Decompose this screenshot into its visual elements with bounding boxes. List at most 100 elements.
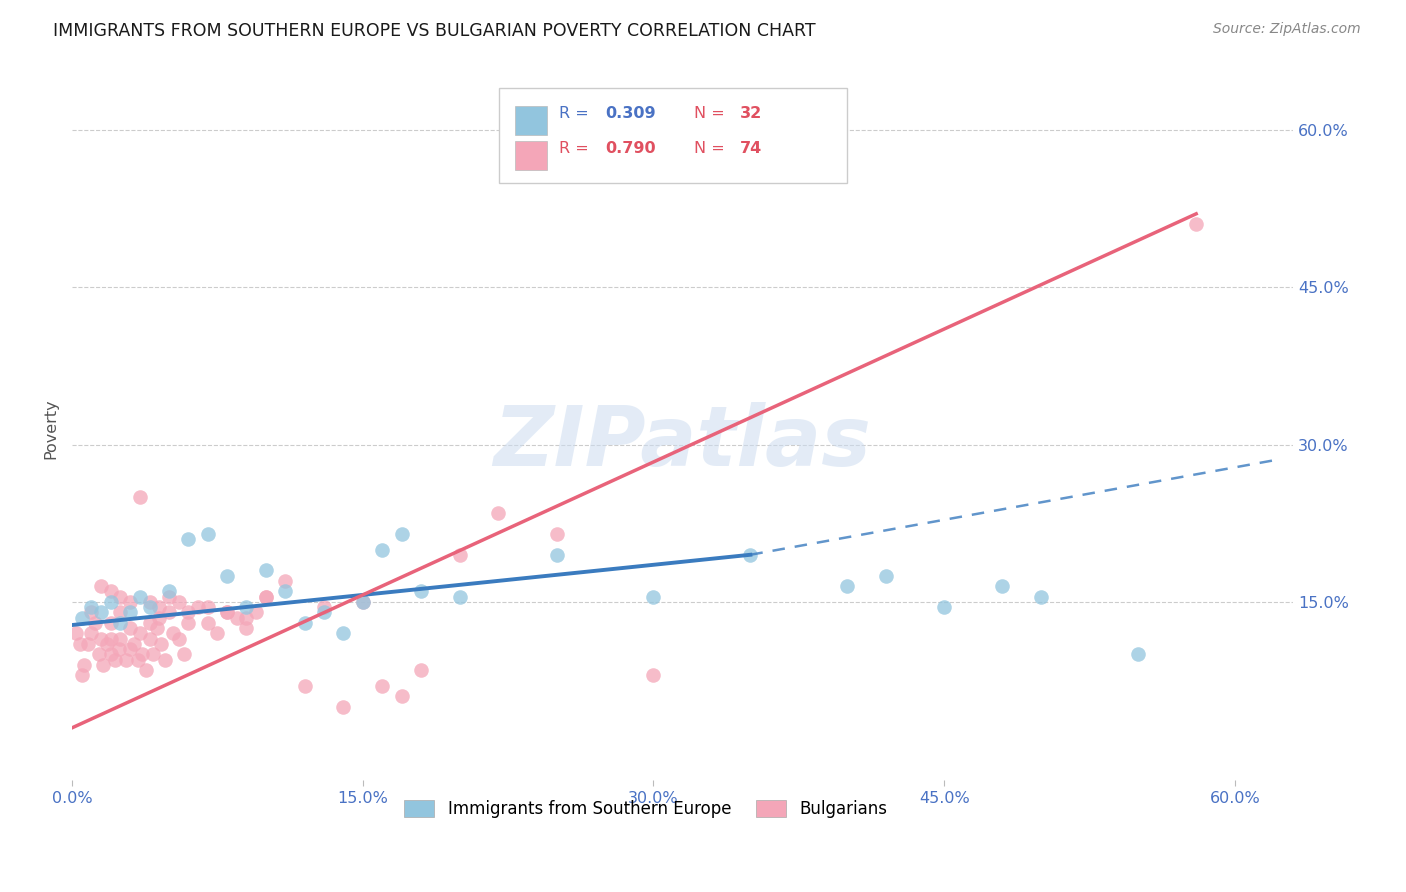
Point bbox=[254, 590, 277, 604]
Point bbox=[1126, 648, 1149, 662]
Text: IMMIGRANTS FROM SOUTHERN EUROPE VS BULGARIAN POVERTY CORRELATION CHART: IMMIGRANTS FROM SOUTHERN EUROPE VS BULGA… bbox=[53, 22, 815, 40]
Text: 0.309: 0.309 bbox=[606, 106, 657, 120]
Point bbox=[740, 548, 762, 562]
Point bbox=[235, 621, 257, 635]
Text: R =: R = bbox=[560, 106, 595, 120]
Point bbox=[486, 506, 509, 520]
Point bbox=[70, 610, 93, 624]
Point bbox=[96, 637, 118, 651]
Text: 0.790: 0.790 bbox=[606, 141, 657, 156]
Point bbox=[84, 615, 107, 630]
Point bbox=[157, 590, 180, 604]
Point bbox=[100, 615, 122, 630]
Point bbox=[128, 490, 150, 504]
Point bbox=[546, 548, 568, 562]
Point bbox=[197, 526, 219, 541]
Point bbox=[294, 679, 316, 693]
Point bbox=[138, 595, 160, 609]
Point bbox=[110, 615, 132, 630]
Point bbox=[371, 679, 394, 693]
Point bbox=[148, 610, 170, 624]
Point bbox=[100, 632, 122, 646]
Point bbox=[332, 699, 354, 714]
Point bbox=[91, 657, 114, 672]
Point bbox=[546, 526, 568, 541]
Point bbox=[254, 564, 277, 578]
Point bbox=[312, 606, 335, 620]
Point bbox=[215, 606, 238, 620]
Point bbox=[138, 600, 160, 615]
Point bbox=[107, 642, 129, 657]
Point bbox=[187, 600, 209, 615]
Point bbox=[225, 610, 247, 624]
Point bbox=[70, 668, 93, 682]
Point bbox=[934, 600, 956, 615]
Point bbox=[131, 648, 153, 662]
Point bbox=[167, 595, 190, 609]
Point bbox=[235, 600, 257, 615]
Point bbox=[197, 600, 219, 615]
Point bbox=[153, 653, 176, 667]
Point bbox=[148, 600, 170, 615]
Point bbox=[254, 590, 277, 604]
Text: Source: ZipAtlas.com: Source: ZipAtlas.com bbox=[1213, 22, 1361, 37]
Point bbox=[157, 606, 180, 620]
FancyBboxPatch shape bbox=[515, 141, 547, 170]
Point bbox=[100, 595, 122, 609]
Point bbox=[72, 657, 94, 672]
Point bbox=[110, 590, 132, 604]
Point bbox=[371, 542, 394, 557]
Point bbox=[122, 637, 145, 651]
Text: N =: N = bbox=[693, 106, 730, 120]
Point bbox=[76, 637, 98, 651]
Point bbox=[1029, 590, 1052, 604]
Point bbox=[138, 615, 160, 630]
Point bbox=[352, 595, 374, 609]
Point bbox=[215, 568, 238, 582]
Point bbox=[80, 606, 103, 620]
Point bbox=[409, 663, 432, 677]
Point bbox=[312, 600, 335, 615]
Point bbox=[332, 626, 354, 640]
FancyBboxPatch shape bbox=[515, 105, 547, 135]
Point bbox=[167, 632, 190, 646]
Point bbox=[449, 548, 471, 562]
Point bbox=[146, 621, 169, 635]
Point bbox=[128, 590, 150, 604]
Y-axis label: Poverty: Poverty bbox=[44, 399, 58, 459]
Point bbox=[177, 606, 200, 620]
Text: 74: 74 bbox=[740, 141, 762, 156]
Point bbox=[89, 648, 111, 662]
Point bbox=[100, 584, 122, 599]
Point bbox=[150, 637, 173, 651]
Text: 32: 32 bbox=[740, 106, 762, 120]
Point bbox=[120, 595, 142, 609]
Text: N =: N = bbox=[693, 141, 730, 156]
Point bbox=[110, 606, 132, 620]
Point bbox=[120, 621, 142, 635]
Text: R =: R = bbox=[560, 141, 595, 156]
Text: ZIPatlas: ZIPatlas bbox=[494, 402, 872, 483]
Point bbox=[120, 642, 142, 657]
Point bbox=[135, 663, 157, 677]
Point bbox=[80, 626, 103, 640]
Point bbox=[177, 615, 200, 630]
Point bbox=[391, 690, 413, 704]
Point bbox=[138, 632, 160, 646]
Point bbox=[235, 610, 257, 624]
Point bbox=[197, 615, 219, 630]
Point bbox=[391, 526, 413, 541]
Point bbox=[120, 606, 142, 620]
FancyBboxPatch shape bbox=[499, 88, 848, 183]
Point bbox=[162, 626, 184, 640]
Point bbox=[115, 653, 138, 667]
Point bbox=[90, 606, 112, 620]
Point bbox=[69, 637, 91, 651]
Point bbox=[142, 648, 165, 662]
Point bbox=[875, 568, 897, 582]
Point bbox=[110, 632, 132, 646]
Point bbox=[991, 579, 1014, 593]
Point bbox=[104, 653, 127, 667]
Point bbox=[837, 579, 859, 593]
Point bbox=[1185, 217, 1208, 231]
